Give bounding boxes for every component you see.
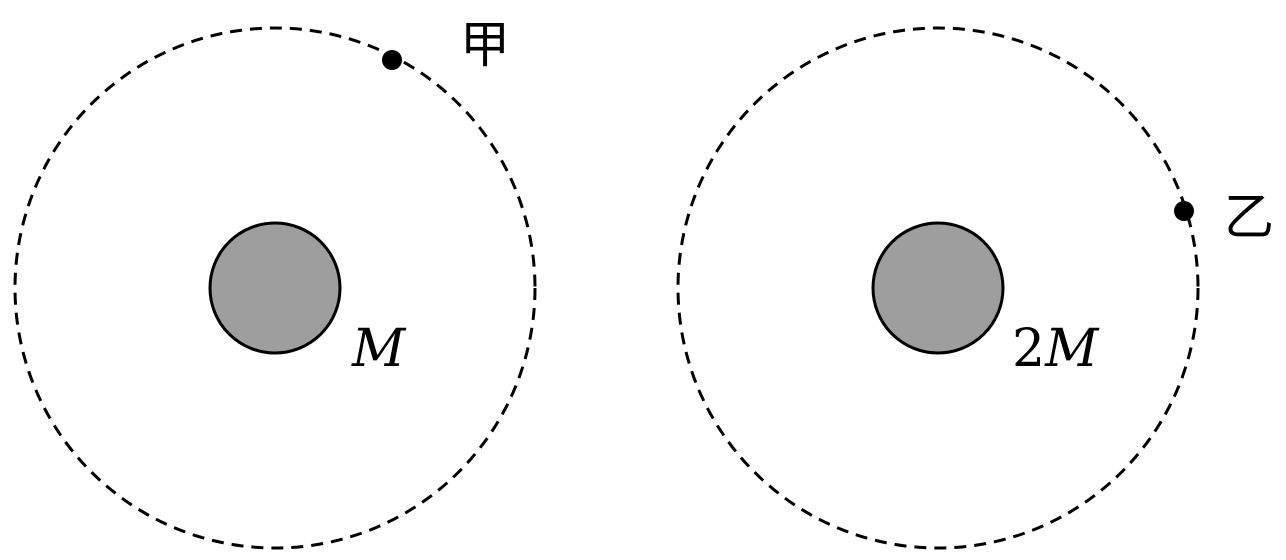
satellite-jia-label: 甲 [460, 16, 510, 74]
right-planet-mass-label: 2M [1012, 319, 1100, 379]
right-planet [871, 221, 1005, 355]
right-planet-mass-symbol: M [1044, 319, 1100, 379]
satellite-jia [382, 50, 402, 70]
right-system: 2M 乙 [676, 26, 1274, 550]
satellite-yi [1174, 201, 1194, 221]
satellite-yi-label: 乙 [1224, 188, 1274, 246]
left-planet-mass-label: M [351, 319, 407, 379]
right-planet-mass-coefficient: 2 [1012, 319, 1045, 379]
left-orbit [13, 26, 537, 550]
left-system: M 甲 [13, 16, 537, 550]
left-planet [208, 221, 342, 355]
right-orbit [676, 26, 1200, 550]
